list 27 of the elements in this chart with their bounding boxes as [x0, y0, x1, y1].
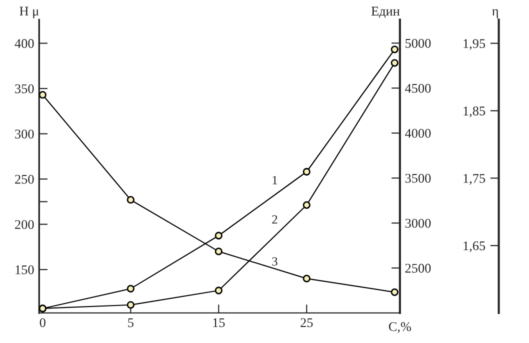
series-label: 1 [272, 176, 278, 184]
series-label: 2 [272, 215, 278, 224]
x-tick-label: 25 [300, 318, 313, 328]
y-tick-label: 150 [16, 265, 34, 274]
y3-tick-label: 1,75 [464, 174, 486, 185]
y-tick-label: 350 [15, 84, 34, 94]
y2-tick-label: 4500 [405, 84, 431, 93]
y2-axis-title: Един [371, 6, 400, 18]
y3-tick-label: 1,65 [464, 241, 486, 252]
y-tick-label: 400 [14, 39, 34, 48]
y-tick-label: 300 [15, 130, 34, 138]
y3-axis-title: η [492, 9, 498, 18]
y2-tick-label: 5000 [406, 38, 431, 48]
x-tick-label: 15 [213, 318, 225, 328]
y-tick-label: 200 [15, 220, 34, 229]
y-axis-title: H μ [20, 6, 39, 18]
x-tick-label: 5 [128, 318, 134, 328]
x-axis-title: C,% [388, 322, 412, 333]
y2-tick-label: 3000 [405, 218, 431, 228]
y3-tick-label: 1,95 [464, 39, 486, 50]
y2-tick-label: 2500 [405, 264, 431, 273]
y3-tick-label: 1,85 [464, 106, 486, 118]
y-tick-label: 250 [15, 174, 34, 184]
y2-tick-label: 4000 [405, 128, 431, 138]
series-label: 3 [272, 257, 278, 266]
y2-tick-label: 3500 [405, 174, 431, 183]
x-tick-label: 0 [40, 318, 46, 328]
